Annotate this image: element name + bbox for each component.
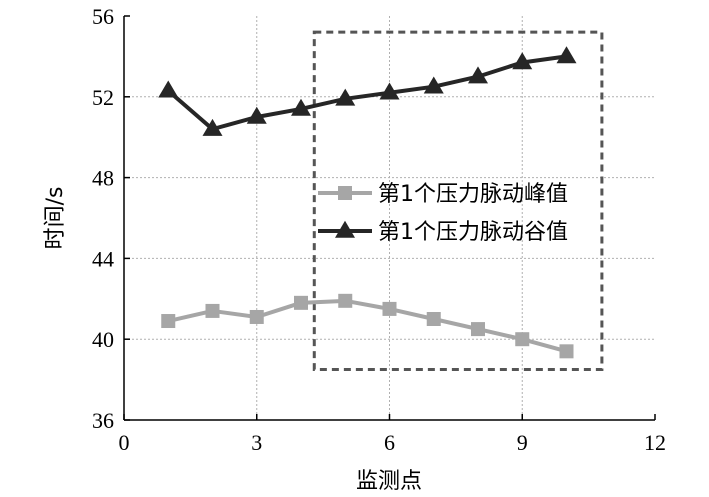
data-point [246,106,267,124]
x-axis-title: 监测点 [356,469,422,494]
data-point [338,293,353,308]
legend-item-2: 第1个压力脉动谷值 [318,220,568,245]
legend-marker [338,186,352,200]
legend-item-1: 第1个压力脉动峰值 [318,182,568,207]
legend-label: 第1个压力脉动峰值 [378,182,568,207]
x-tick-label: 12 [644,430,666,455]
y-axis-title: 时间/s [43,187,68,250]
grid-lines [124,16,655,420]
data-point [379,82,400,100]
data-point [512,52,533,70]
data-point [423,76,444,94]
series-group [158,46,577,359]
y-tick-label: 44 [92,246,114,271]
data-point [291,98,311,116]
series-1 [161,293,574,359]
highlight-box-group [312,30,604,371]
data-point [249,309,264,324]
x-tick-label: 6 [384,430,395,455]
x-tick-label: 9 [517,430,528,455]
highlight-box [312,30,604,371]
y-tick-label: 52 [92,85,114,110]
x-tick-label: 0 [119,430,130,455]
data-point [471,322,485,337]
data-point [426,312,441,326]
y-tick-label: 40 [92,327,114,352]
data-point [205,303,220,318]
series-line [166,54,567,132]
series-2 [158,46,577,136]
data-point [515,332,530,347]
data-point [294,295,308,310]
data-point [335,88,356,106]
data-point [158,80,179,98]
series-line [167,298,568,354]
data-point [556,46,577,64]
x-tick-label: 3 [251,430,262,455]
data-point [382,301,397,316]
y-tick-label: 56 [92,4,114,29]
y-tick-label: 36 [92,408,114,433]
data-point [559,344,574,359]
data-point [468,66,488,84]
legend-marker [335,220,355,238]
data-point [161,314,176,329]
legend-label: 第1个压力脉动谷值 [378,220,568,245]
y-tick-label: 48 [92,166,114,191]
data-point [202,118,223,136]
